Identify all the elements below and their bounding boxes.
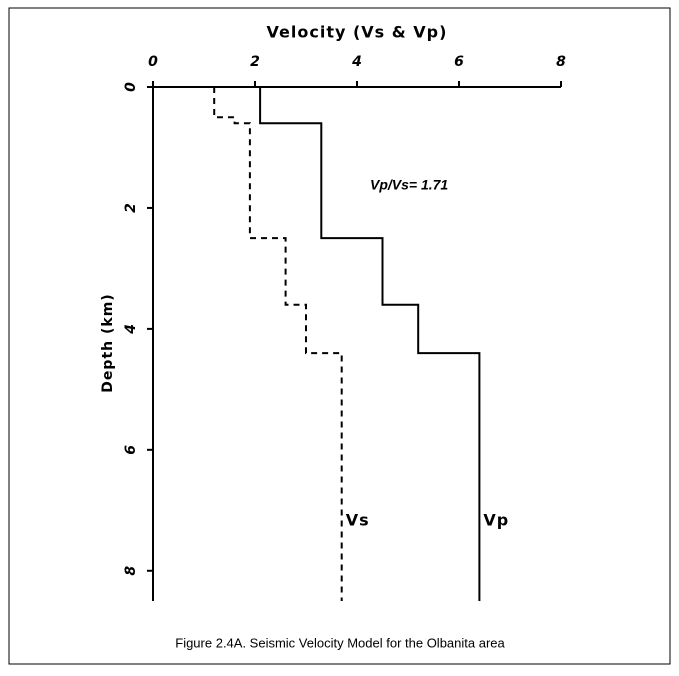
x-tick-label: 0 xyxy=(148,54,158,70)
y-tick-label: 4 xyxy=(123,324,139,335)
y-tick-label: 6 xyxy=(123,445,139,455)
series-label: Vp xyxy=(483,510,509,529)
annotation: Vp/Vs= 1.71 xyxy=(370,177,448,193)
series-line xyxy=(259,87,481,601)
x-tick-label: 4 xyxy=(351,54,362,70)
series-label: Vs xyxy=(346,510,370,529)
frame xyxy=(8,7,671,665)
y-tick-label: 8 xyxy=(123,566,139,576)
x-tick-label: 6 xyxy=(454,54,464,70)
y-tick-label: 0 xyxy=(123,82,139,92)
caption: Figure 2.4A. Seismic Velocity Model for … xyxy=(175,635,505,650)
series-line xyxy=(213,87,343,601)
chart-title: Velocity (Vs & Vp) xyxy=(267,23,448,42)
x-tick-label: 2 xyxy=(250,54,260,70)
y-tick-label: 2 xyxy=(123,203,139,213)
x-tick-label: 8 xyxy=(556,54,566,70)
y-axis-title: Depth (km) xyxy=(100,293,116,392)
